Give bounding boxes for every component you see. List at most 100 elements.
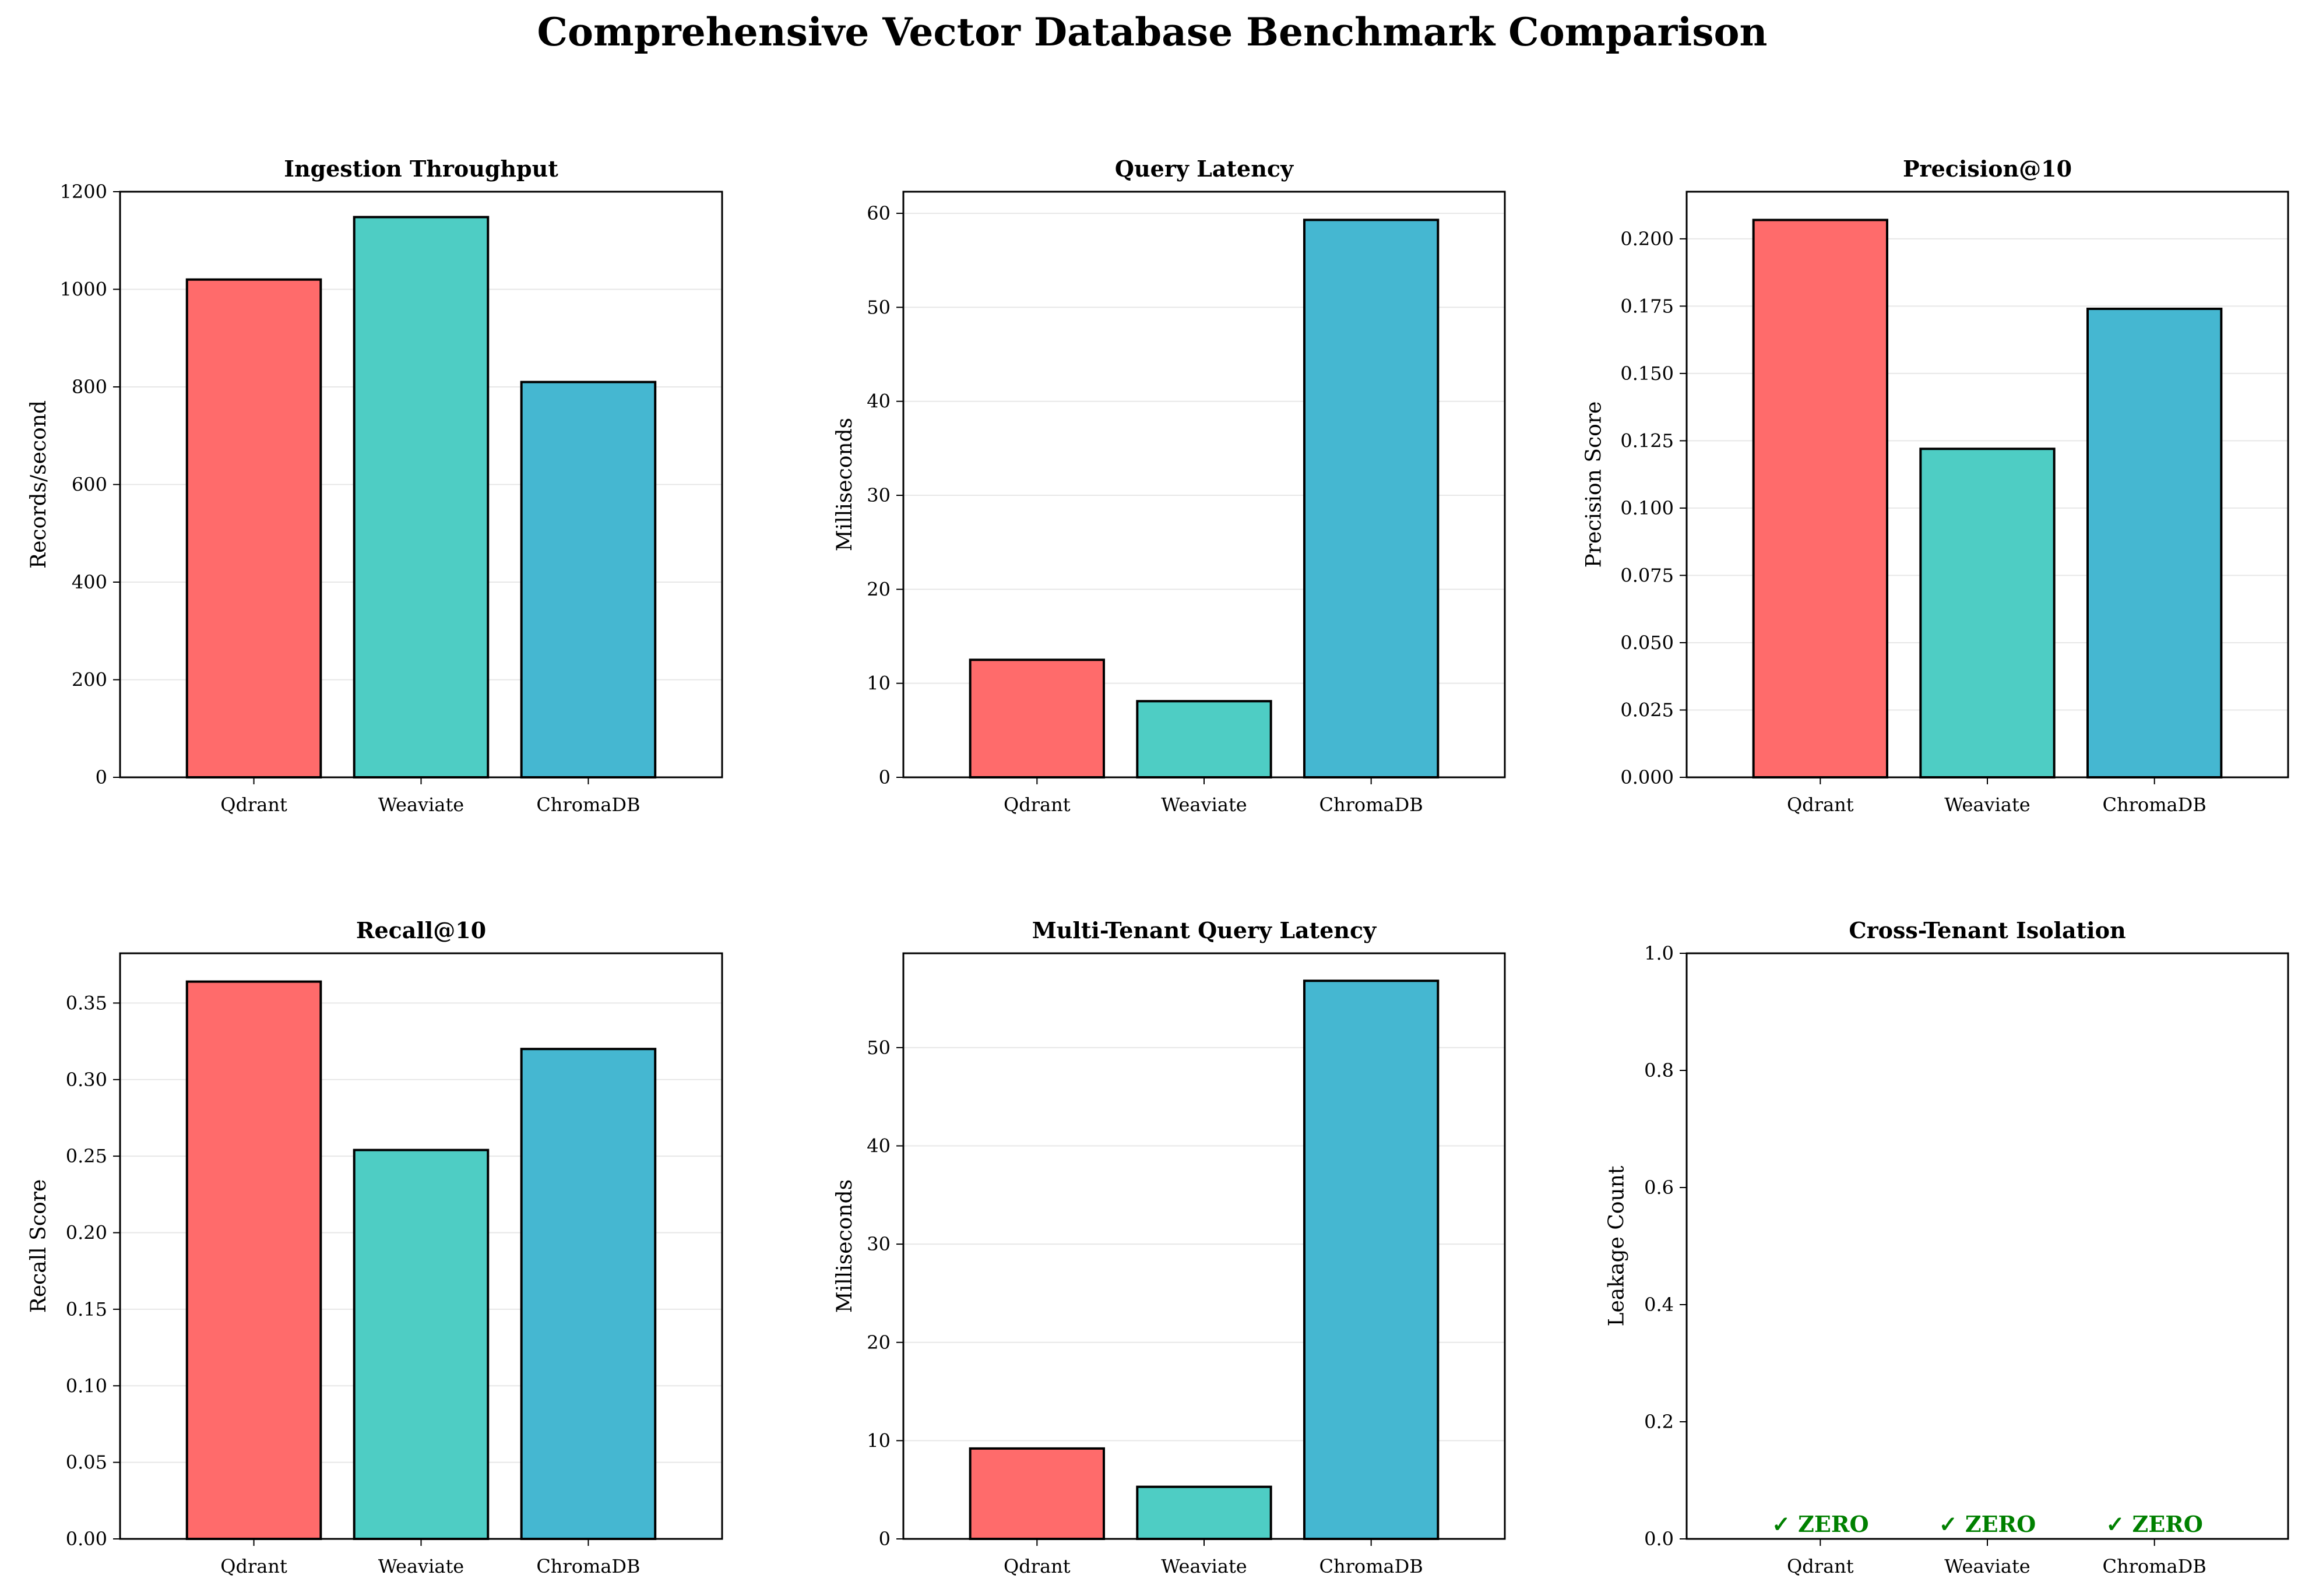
y-tick-label: 800 [72, 376, 107, 398]
bar-value-label: ✓ ZERO [2106, 1511, 2202, 1537]
bar-value-label: ✓ ZERO [1772, 1511, 1868, 1537]
axes-frame [119, 952, 723, 1540]
y-tick-label: 40 [867, 390, 891, 413]
y-axis-label: Milliseconds [833, 418, 857, 551]
bar-weaviate [353, 1148, 490, 1540]
y-tick-label: 0.2 [1644, 1411, 1674, 1433]
y-tick-label: 400 [72, 571, 107, 593]
x-tick-label: Qdrant [1787, 1555, 1854, 1577]
bar-qdrant [969, 1447, 1105, 1540]
y-tick-label: 0.6 [1644, 1176, 1674, 1199]
y-tick-label: 30 [867, 1233, 891, 1255]
x-tick-label: Qdrant [220, 794, 287, 816]
y-tick-label: 0.200 [1620, 228, 1674, 250]
chart-title: Multi-Tenant Query Latency [1032, 917, 1377, 943]
y-tick-label: 0.8 [1644, 1059, 1674, 1081]
chart-title: Recall@10 [356, 917, 486, 943]
x-tick-label: Qdrant [1004, 1555, 1071, 1577]
y-tick-label: 60 [867, 202, 891, 224]
y-tick-label: 0.00 [66, 1528, 107, 1550]
x-tick-label: Weaviate [1161, 794, 1247, 816]
y-tick-label: 0 [879, 766, 891, 788]
bar-chromadb [1303, 219, 1440, 779]
y-tick-label: 0.20 [66, 1222, 107, 1244]
bar-qdrant [185, 278, 322, 778]
y-tick-label: 0.0 [1644, 1528, 1674, 1550]
y-tick-label: 0.050 [1620, 632, 1674, 654]
y-axis-label: Precision Score [1582, 401, 1606, 568]
y-tick-label: 1.0 [1644, 942, 1674, 964]
x-tick-label: ChromaDB [536, 1555, 640, 1577]
y-tick-label: 1200 [60, 181, 107, 203]
y-tick-label: 0.100 [1620, 497, 1674, 519]
bar-chromadb [520, 1048, 657, 1540]
chart-panel: 0.0 0.2 0.4 0.6 0.8 1.0 Qdrant ✓ ZERO Weaviate ✓ … [1605, 917, 2289, 1577]
y-tick-label: 40 [867, 1135, 891, 1157]
axes-frame [1685, 191, 2289, 778]
figure-title: Comprehensive Vector Database Benchmark … [537, 9, 1767, 55]
x-tick-label: Weaviate [378, 794, 464, 816]
axes-frame [119, 191, 723, 778]
y-axis-label: Records/second [27, 400, 51, 569]
x-tick-label: ChromaDB [1319, 1555, 1423, 1577]
y-tick-label: 0.175 [1620, 295, 1674, 317]
y-tick-label: 30 [867, 484, 891, 506]
y-tick-label: 600 [72, 474, 107, 496]
bar-qdrant [969, 658, 1105, 778]
y-tick-label: 0.025 [1620, 699, 1674, 721]
x-tick-label: Qdrant [220, 1555, 287, 1577]
y-tick-label: 0.075 [1620, 564, 1674, 586]
bar-weaviate [1136, 1485, 1272, 1540]
x-tick-label: Weaviate [378, 1555, 464, 1577]
x-tick-label: Qdrant [1787, 794, 1854, 816]
y-tick-label: 0.150 [1620, 362, 1674, 385]
y-axis-label: Recall Score [27, 1179, 51, 1313]
x-tick-label: Qdrant [1004, 794, 1071, 816]
y-axis-label: Leakage Count [1605, 1165, 1629, 1326]
chart-panel: 0 10 20 30 40 50 60 Qdrant Weaviate ChromaDB Query… [833, 156, 1506, 816]
bar-qdrant [1752, 219, 1889, 779]
chart-panel: 0 200 400 600 800 1000 1200 Qdrant Weaviate Chrom… [27, 156, 723, 816]
axes-frame [1685, 952, 2289, 1540]
y-tick-label: 0.125 [1620, 429, 1674, 452]
bar-chromadb [1303, 980, 1440, 1540]
y-tick-label: 20 [867, 1331, 891, 1354]
y-tick-label: 0.15 [66, 1298, 107, 1320]
bar-weaviate [1136, 700, 1272, 778]
bar-qdrant [185, 980, 322, 1540]
y-tick-label: 50 [867, 1037, 891, 1059]
y-tick-label: 10 [867, 1429, 891, 1451]
bar-value-label: ✓ ZERO [1939, 1511, 2036, 1537]
y-tick-label: 50 [867, 296, 891, 318]
y-tick-label: 10 [867, 672, 891, 695]
y-tick-label: 0 [879, 1528, 891, 1550]
chart-title: Ingestion Throughput [284, 156, 558, 182]
y-tick-label: 0.4 [1644, 1294, 1674, 1316]
axes-frame [902, 191, 1506, 778]
y-tick-label: 0.10 [66, 1375, 107, 1397]
y-tick-label: 0.30 [66, 1069, 107, 1091]
bar-weaviate [353, 216, 490, 778]
y-tick-label: 200 [72, 669, 107, 691]
chart-title: Cross-Tenant Isolation [1849, 917, 2125, 943]
chart-panel: 0.000 0.025 0.050 0.075 0.100 0.125 0.150 0.175… [1582, 156, 2289, 816]
axes-frame [902, 952, 1506, 1540]
x-tick-label: ChromaDB [1319, 794, 1423, 816]
y-tick-label: 20 [867, 578, 891, 600]
chart-title: Query Latency [1115, 156, 1294, 182]
y-tick-label: 0.25 [66, 1145, 107, 1167]
y-tick-label: 0 [96, 766, 107, 788]
y-tick-label: 0.05 [66, 1451, 107, 1474]
chart-panel: 0 10 20 30 40 50 Qdrant Weaviate ChromaDB Multi-T… [833, 917, 1506, 1577]
y-axis-label: Milliseconds [833, 1179, 857, 1313]
y-tick-label: 0.000 [1620, 766, 1674, 788]
x-tick-label: ChromaDB [2103, 1555, 2207, 1577]
chart-panel: 0.00 0.05 0.10 0.15 0.20 0.25 0.30 0.35 Qdrant We… [27, 917, 723, 1577]
x-tick-label: Weaviate [1944, 794, 2030, 816]
x-tick-label: Weaviate [1161, 1555, 1247, 1577]
bar-chromadb [2086, 308, 2223, 778]
x-tick-label: ChromaDB [2103, 794, 2207, 816]
x-tick-label: Weaviate [1944, 1555, 2030, 1577]
x-tick-label: ChromaDB [536, 794, 640, 816]
